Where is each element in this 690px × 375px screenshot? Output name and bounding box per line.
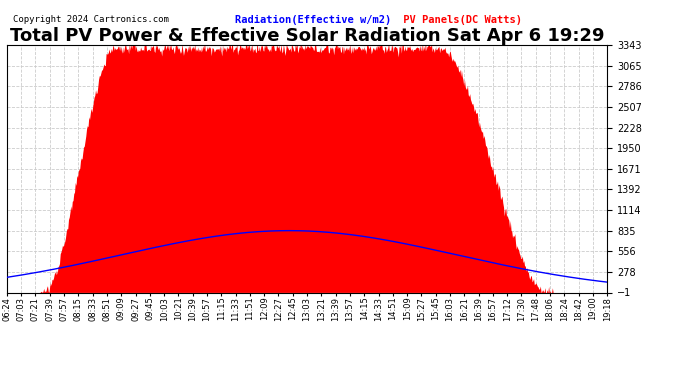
Text: PV Panels(DC Watts): PV Panels(DC Watts) [397,15,522,25]
Text: Radiation(Effective w/m2): Radiation(Effective w/m2) [235,15,391,26]
Title: Total PV Power & Effective Solar Radiation Sat Apr 6 19:29: Total PV Power & Effective Solar Radiati… [10,27,604,45]
Text: Copyright 2024 Cartronics.com: Copyright 2024 Cartronics.com [13,15,169,24]
